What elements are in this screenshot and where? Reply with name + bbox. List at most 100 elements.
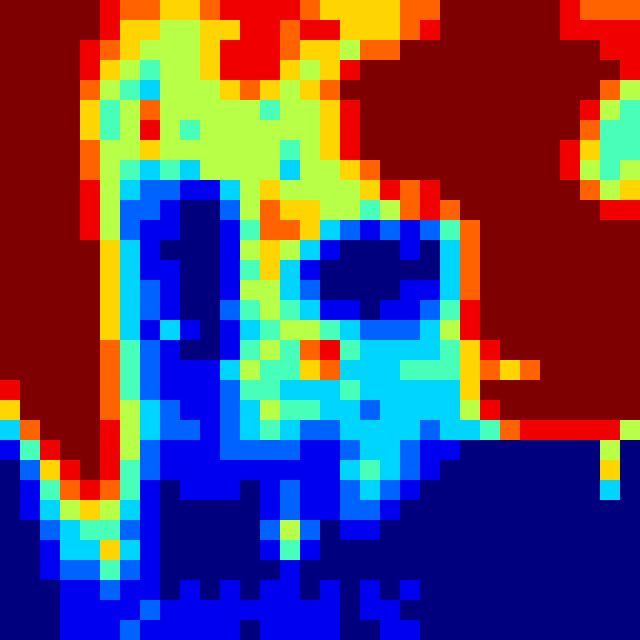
- heatmap-cell: [500, 160, 521, 181]
- heatmap-cell: [460, 560, 481, 581]
- heatmap-cell: [180, 260, 201, 281]
- heatmap-cell: [360, 420, 381, 441]
- heatmap-cell: [360, 460, 381, 481]
- heatmap-cell: [40, 180, 61, 201]
- heatmap-cell: [20, 200, 41, 221]
- heatmap-cell: [260, 560, 281, 581]
- heatmap-cell: [160, 480, 181, 501]
- heatmap-cell: [240, 180, 261, 201]
- heatmap-cell: [560, 600, 581, 621]
- heatmap-cell: [260, 420, 281, 441]
- heatmap-cell: [500, 620, 521, 640]
- heatmap-cell: [100, 420, 121, 441]
- heatmap-cell: [340, 200, 361, 221]
- heatmap-cell: [340, 180, 361, 201]
- heatmap-cell: [540, 620, 561, 640]
- heatmap-cell: [540, 40, 561, 61]
- heatmap-cell: [560, 0, 581, 21]
- heatmap-cell: [40, 480, 61, 501]
- heatmap-cell: [180, 340, 201, 361]
- heatmap-cell: [620, 400, 640, 421]
- heatmap-cell: [280, 460, 301, 481]
- heatmap-cell: [440, 400, 461, 421]
- heatmap-cell: [600, 420, 621, 441]
- heatmap-cell: [80, 600, 101, 621]
- heatmap-cell: [420, 560, 441, 581]
- heatmap-cell: [80, 260, 101, 281]
- heatmap-cell: [560, 560, 581, 581]
- heatmap-cell: [20, 0, 41, 21]
- heatmap-cell: [180, 580, 201, 601]
- heatmap-cell: [0, 520, 21, 541]
- heatmap-cell: [220, 0, 241, 21]
- heatmap-cell: [320, 480, 341, 501]
- heatmap-cell: [500, 580, 521, 601]
- heatmap-cell: [340, 320, 361, 341]
- heatmap-cell: [300, 20, 321, 41]
- heatmap-cell: [540, 220, 561, 241]
- heatmap-cell: [360, 380, 381, 401]
- heatmap-cell: [460, 200, 481, 221]
- heatmap-cell: [300, 240, 321, 261]
- heatmap-cell: [580, 600, 601, 621]
- heatmap-cell: [460, 20, 481, 41]
- heatmap-cell: [40, 40, 61, 61]
- heatmap-cell: [460, 0, 481, 21]
- heatmap-cell: [580, 120, 601, 141]
- heatmap-cell: [80, 400, 101, 421]
- heatmap-cell: [440, 340, 461, 361]
- heatmap-cell: [500, 140, 521, 161]
- heatmap-cell: [200, 100, 221, 121]
- heatmap-cell: [460, 500, 481, 521]
- heatmap-cell: [160, 280, 181, 301]
- heatmap-cell: [520, 20, 541, 41]
- heatmap-cell: [120, 500, 141, 521]
- heatmap-cell: [360, 160, 381, 181]
- heatmap-cell: [560, 180, 581, 201]
- heatmap-cell: [340, 80, 361, 101]
- heatmap-cell: [120, 120, 141, 141]
- heatmap-cell: [560, 200, 581, 221]
- heatmap-cell: [300, 520, 321, 541]
- heatmap-cell: [440, 520, 461, 541]
- heatmap-cell: [620, 0, 640, 21]
- heatmap-cell: [100, 460, 121, 481]
- heatmap-cell: [560, 160, 581, 181]
- heatmap-cell: [40, 420, 61, 441]
- heatmap-cell: [540, 460, 561, 481]
- heatmap-cell: [140, 140, 161, 161]
- heatmap-cell: [620, 460, 640, 481]
- heatmap-cell: [420, 260, 441, 281]
- heatmap-cell: [480, 100, 501, 121]
- heatmap-cell: [540, 180, 561, 201]
- heatmap-cell: [400, 60, 421, 81]
- heatmap-cell: [380, 340, 401, 361]
- heatmap-cell: [420, 220, 441, 241]
- heatmap-cell: [80, 120, 101, 141]
- heatmap-cell: [500, 560, 521, 581]
- heatmap-cell: [100, 300, 121, 321]
- heatmap-cell: [380, 180, 401, 201]
- heatmap-cell: [140, 60, 161, 81]
- heatmap-cell: [220, 500, 241, 521]
- heatmap-cell: [20, 240, 41, 261]
- heatmap-cell: [20, 40, 41, 61]
- heatmap-cell: [520, 340, 541, 361]
- heatmap-cell: [240, 100, 261, 121]
- heatmap-cell: [140, 100, 161, 121]
- heatmap-cell: [460, 340, 481, 361]
- heatmap-cell: [20, 420, 41, 441]
- heatmap-cell: [360, 300, 381, 321]
- heatmap-cell: [400, 520, 421, 541]
- heatmap-cell: [140, 380, 161, 401]
- heatmap-cell: [200, 440, 221, 461]
- heatmap-cell: [400, 400, 421, 421]
- heatmap-cell: [140, 540, 161, 561]
- heatmap-cell: [260, 500, 281, 521]
- heatmap-cell: [60, 280, 81, 301]
- heatmap-cell: [180, 620, 201, 640]
- heatmap-cell: [620, 100, 640, 121]
- heatmap-cell: [580, 180, 601, 201]
- heatmap-cell: [260, 480, 281, 501]
- heatmap-cell: [20, 300, 41, 321]
